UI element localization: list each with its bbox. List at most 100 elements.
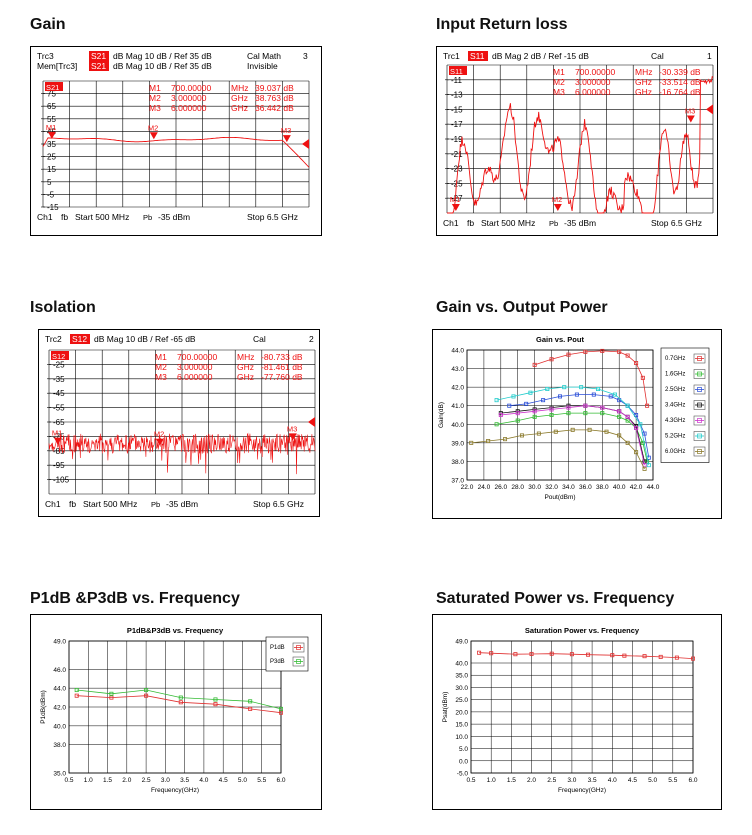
- marker-triangle: [686, 115, 695, 123]
- y-tick-label: -21: [451, 150, 463, 159]
- footer-channel: Ch1: [45, 499, 61, 509]
- chart-panel-gain-vs-pout: Gain vs. Pout 22.0 24.0 26.0 28.0 30.0 32.0 34.…: [432, 329, 722, 519]
- data-point: [642, 654, 647, 659]
- header-param-badge: [89, 61, 109, 71]
- chart-panel-psat: Saturation Power vs. Frequency 0.5 1.0 1.5 2…: [432, 614, 722, 810]
- data-point: [690, 656, 695, 661]
- y-tick-label: -25: [451, 179, 463, 188]
- data-point: [532, 362, 537, 367]
- data-point: [213, 697, 218, 702]
- y-tick-label: 39.0: [451, 440, 464, 447]
- y-axis-label: Gain(dB): [438, 402, 445, 428]
- data-point: [596, 387, 601, 392]
- legend-entry-label: 5.2GHz: [665, 434, 685, 440]
- data-point: [278, 710, 283, 715]
- footer-stop: Stop 6.5 GHz: [247, 212, 298, 222]
- y-tick-label: 41.0: [451, 403, 464, 410]
- data-point: [645, 459, 650, 464]
- marker-readout-value: 39.037 dB: [255, 83, 294, 93]
- data-point: [511, 394, 516, 399]
- marker-readout-freq: 3.000000: [575, 77, 611, 87]
- data-point: [498, 413, 503, 418]
- data-point: [570, 427, 575, 432]
- data-point: [503, 437, 508, 442]
- data-point: [513, 652, 518, 657]
- footer-channel: Ch1: [443, 218, 459, 228]
- y-tick-label: -105: [53, 476, 70, 485]
- y-tick-label: -5: [47, 190, 55, 199]
- legend-entry-label: P3dB: [270, 659, 285, 665]
- data-point: [583, 349, 588, 354]
- data-point: [529, 651, 534, 656]
- marker-readout-value: -81.461 dB: [261, 362, 303, 372]
- data-point: [477, 650, 482, 655]
- data-point: [638, 422, 643, 427]
- legend-swatch-marker: [697, 371, 702, 377]
- x-tick-label: 4.0: [608, 777, 617, 784]
- marker-triangle: [451, 204, 460, 211]
- y-tick-label: -19: [451, 135, 463, 144]
- marker-readout-unit: MHz: [231, 83, 248, 93]
- marker-triangle: [149, 132, 158, 140]
- measurement-trace: [48, 432, 316, 475]
- header-format: dB Mag 10 dB / Ref 35 dB: [113, 51, 212, 61]
- y-tick-label: 75: [47, 90, 56, 99]
- y-tick-label: 38.0: [53, 742, 66, 749]
- data-point: [610, 653, 615, 658]
- marker-readout-name: M1: [155, 352, 167, 362]
- marker-readout-unit: GHz: [237, 362, 254, 372]
- y-tick-label: -35: [53, 375, 65, 384]
- data-point: [486, 439, 491, 444]
- x-tick-label: 0.5: [64, 777, 73, 784]
- header-status: Cal Math: [247, 51, 281, 61]
- y-tick-label: 49.0: [455, 639, 468, 646]
- marker-readout-freq: 3.000000: [171, 93, 207, 103]
- trace-badge: [449, 66, 467, 75]
- data-point: [586, 652, 591, 657]
- marker-label: M3: [287, 424, 297, 433]
- data-point: [528, 390, 533, 395]
- vna-panel-gain: Trc3 S21 dB Mag 10 dB / Ref 35 dB Cal Math 3…: [30, 46, 322, 236]
- x-tick-label: 6.0: [688, 777, 697, 784]
- y-tick-label: 35: [47, 140, 56, 149]
- y-tick-label: 49.0: [53, 639, 66, 646]
- section-title-return-loss: Input Return loss: [436, 16, 568, 33]
- header-trace-name: Trc3: [37, 51, 54, 61]
- data-point: [74, 693, 79, 698]
- y-tick-label: -23: [451, 165, 463, 174]
- x-tick-label: 5.5: [257, 777, 266, 784]
- x-tick-label: 5.0: [238, 777, 247, 784]
- y-tick-label: 44.0: [451, 348, 464, 355]
- x-tick-label: 4.0: [199, 777, 208, 784]
- plot-border: [466, 349, 654, 481]
- data-point: [583, 403, 588, 408]
- x-tick-label: 5.5: [668, 777, 677, 784]
- data-point: [640, 375, 645, 380]
- series-line: [76, 689, 282, 710]
- marker-label: M1: [46, 123, 56, 132]
- vna-chart-return-loss: Trc1 S11 dB Mag 2 dB / Ref -15 dB Cal 1 -11 -1…: [443, 51, 714, 228]
- data-point: [562, 385, 567, 390]
- data-point: [617, 349, 622, 354]
- data-point: [566, 352, 571, 357]
- series-line: [534, 350, 648, 406]
- marker-readout-freq: 6.000000: [171, 103, 207, 113]
- header-trace-name: Trc2: [45, 334, 62, 344]
- trace-badge: [51, 351, 69, 360]
- data-point: [634, 450, 639, 455]
- legend-entry-label: 1.6GHz: [665, 372, 685, 378]
- x-tick-label: 44.0: [647, 484, 660, 491]
- footer-pb: Pb: [151, 500, 160, 509]
- reference-arrow: [706, 104, 713, 115]
- footer-pb: Pb: [549, 219, 558, 228]
- series-line: [500, 405, 645, 466]
- footer-fb: fb: [467, 218, 474, 228]
- section-title-psat: Saturated Power vs. Frequency: [436, 590, 675, 607]
- data-point: [600, 411, 605, 416]
- y-tick-label: -95: [53, 461, 65, 470]
- y-tick-label: -15: [451, 105, 463, 114]
- x-tick-label: 5.0: [648, 777, 657, 784]
- footer-start: Start 500 MHz: [83, 499, 137, 509]
- vna-chart-gain: Trc3 S21 dB Mag 10 dB / Ref 35 dB Cal Math 3…: [37, 51, 310, 222]
- y-tick-label: 40.0: [455, 661, 468, 668]
